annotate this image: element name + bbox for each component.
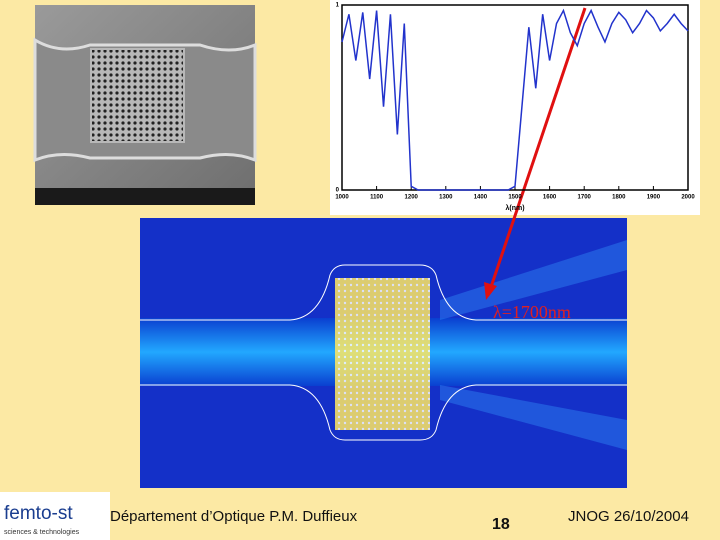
x-tick-label: 1400 <box>474 195 488 201</box>
logo: femto-st <box>4 503 73 524</box>
wavelength-label: λ=1700nm <box>493 302 571 322</box>
x-tick-label: 2000 <box>681 195 695 201</box>
x-tick-label: 1300 <box>439 195 453 201</box>
sem-image <box>33 5 257 205</box>
x-axis-label: λ(nm) <box>505 204 524 212</box>
y-tick-label: 0 <box>336 188 340 194</box>
arrow-head <box>484 282 497 300</box>
event: JNOG 26/10/2004 <box>568 508 689 525</box>
x-tick-label: 1900 <box>647 195 661 201</box>
x-tick-label: 1000 <box>335 195 349 201</box>
spectrum-line <box>341 8 689 191</box>
x-tick-label: 1800 <box>612 195 626 201</box>
x-tick-label: 1700 <box>578 195 592 201</box>
department: Département d’Optique P.M. Duffieux <box>110 508 358 525</box>
page-number: 18 <box>492 516 510 533</box>
y-tick-label: 1 <box>336 3 340 9</box>
arrow <box>488 7 587 291</box>
x-tick-label: 1200 <box>405 195 419 201</box>
logo-subtitle: sciences & technologies <box>4 529 80 536</box>
logo-box <box>0 492 110 540</box>
x-tick-label: 1100 <box>370 195 384 201</box>
x-tick-label: 1600 <box>543 195 557 201</box>
x-tick-label: 1500 <box>508 195 522 201</box>
simulation-image: λ=1700nm <box>140 218 627 488</box>
